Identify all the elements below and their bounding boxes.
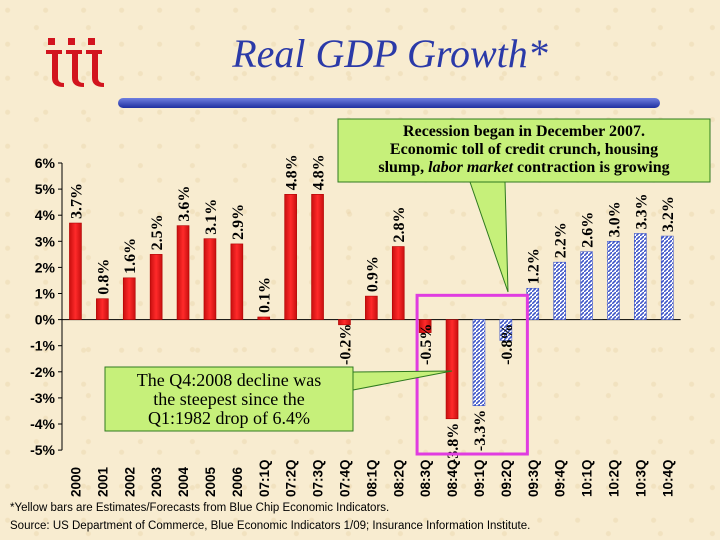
recession-callout-pointer: [469, 181, 509, 293]
decline-callout-line: The Q4:2008 decline was: [137, 370, 321, 390]
footnote-source: Source: US Department of Commerce, Blue …: [10, 520, 531, 532]
bar: [580, 251, 593, 320]
y-tick-label: 3%: [35, 233, 56, 249]
value-label: 2.2%: [553, 222, 570, 258]
decline-callout-line: Q1:1982 drop of 6.4%: [148, 408, 310, 428]
value-label: -0.2%: [337, 324, 354, 365]
value-label: 0.9%: [364, 256, 381, 292]
bar: [365, 295, 378, 320]
value-label: 2.5%: [149, 214, 166, 250]
bar: [311, 194, 324, 320]
bar: [418, 319, 432, 333]
title-divider: [118, 98, 660, 108]
y-tick-label: 1%: [35, 286, 56, 302]
category-label: 08:2Q: [391, 459, 406, 497]
category-label: 10:4Q: [660, 459, 675, 497]
bar: [660, 235, 674, 320]
decline-callout-line: the steepest since the: [153, 389, 304, 409]
category-label: 2003: [149, 466, 164, 497]
value-label: 3.3%: [633, 193, 650, 229]
category-label: 10:1Q: [580, 459, 595, 497]
bar: [257, 316, 271, 320]
value-label: 2.6%: [580, 212, 597, 248]
y-tick-label: -5%: [30, 442, 55, 458]
bar: [338, 319, 351, 326]
category-label: 07:1Q: [257, 459, 272, 497]
value-label: -0.8%: [499, 324, 516, 365]
value-label: -3.8%: [445, 423, 462, 464]
bar: [472, 319, 486, 407]
category-label: 2005: [203, 466, 218, 497]
value-label: 4.8%: [311, 154, 328, 190]
value-label: 2.9%: [230, 204, 247, 240]
category-label: 2004: [176, 466, 191, 497]
bar: [149, 254, 163, 320]
value-label: 3.6%: [176, 186, 193, 222]
y-tick-label: 0%: [35, 312, 56, 328]
y-tick-label: 2%: [35, 259, 56, 275]
category-label: 07:2Q: [284, 459, 299, 497]
bar: [69, 222, 82, 320]
y-tick-label: -3%: [30, 390, 55, 406]
category-label: 2002: [122, 467, 137, 497]
category-label: 08:4Q: [445, 459, 460, 497]
recession-callout-segment: contraction is growing: [513, 159, 670, 176]
decline-callout-box: [104, 366, 354, 432]
y-tick-label: -2%: [30, 364, 55, 380]
bar: [176, 225, 190, 320]
recession-callout-box: [337, 118, 711, 183]
bar: [203, 238, 217, 320]
category-label: 2006: [230, 466, 245, 497]
bar: [607, 241, 620, 320]
bar: [634, 233, 647, 320]
category-label: 09:1Q: [472, 459, 487, 497]
category-label: 07:4Q: [337, 459, 352, 497]
iii-logo: [46, 38, 104, 87]
decline-callout-pointer: [352, 370, 453, 391]
recession-callout-line2: Economic toll of credit crunch, housing: [390, 141, 658, 158]
recession-callout-line1: Recession began in December 2007.: [403, 123, 645, 140]
value-label: 3.1%: [203, 199, 220, 235]
y-tick-label: 6%: [35, 155, 56, 171]
category-label: 09:3Q: [526, 459, 541, 497]
gdp-chart: 6% 5% 4% 3% 2% 1% 0% -1% -2% -3% -4% -5% 3.7% 0.8% 1.…: [30, 118, 711, 497]
category-label: 08:1Q: [364, 459, 379, 497]
bar: [553, 261, 566, 320]
y-tick-label: 4%: [35, 207, 56, 223]
page-title: Real GDP Growth*: [232, 31, 548, 76]
value-label: 3.0%: [606, 201, 623, 237]
bar: [96, 298, 109, 320]
value-label: -3.3%: [472, 410, 489, 451]
category-label: 2000: [68, 467, 83, 497]
value-label: -0.5%: [418, 324, 435, 365]
value-label: 4.8%: [284, 154, 301, 190]
category-label: 10:3Q: [633, 459, 648, 497]
value-label: 0.8%: [95, 259, 112, 295]
category-label: 10:2Q: [606, 459, 621, 497]
category-label: 2001: [95, 466, 110, 497]
y-tick-label: -4%: [30, 416, 55, 432]
recession-callout-line3: slump, labor market contraction is growi…: [378, 159, 669, 176]
bar: [284, 194, 297, 320]
category-label: 07:3Q: [311, 459, 326, 497]
category-label: 09:2Q: [499, 459, 514, 497]
category-label: 09:4Q: [553, 459, 568, 497]
bar: [122, 277, 136, 320]
value-label: 2.8%: [391, 207, 408, 243]
value-label: 0.1%: [257, 277, 274, 313]
recession-callout-segment: slump,: [378, 159, 428, 176]
bar: [499, 319, 513, 341]
recession-callout-segment: labor market: [428, 159, 513, 176]
value-label: 1.6%: [122, 238, 139, 274]
bar: [391, 246, 405, 320]
category-label: 08:3Q: [418, 459, 433, 497]
bar: [230, 243, 244, 320]
value-label: 3.7%: [68, 183, 85, 219]
value-label: 3.2%: [660, 196, 677, 232]
y-tick-label: 5%: [35, 181, 56, 197]
value-label: 1.2%: [526, 248, 543, 284]
bar: [445, 319, 459, 420]
footnote-estimates: *Yellow bars are Estimates/Forecasts fro…: [10, 502, 390, 514]
y-tick-label: -1%: [30, 338, 55, 354]
